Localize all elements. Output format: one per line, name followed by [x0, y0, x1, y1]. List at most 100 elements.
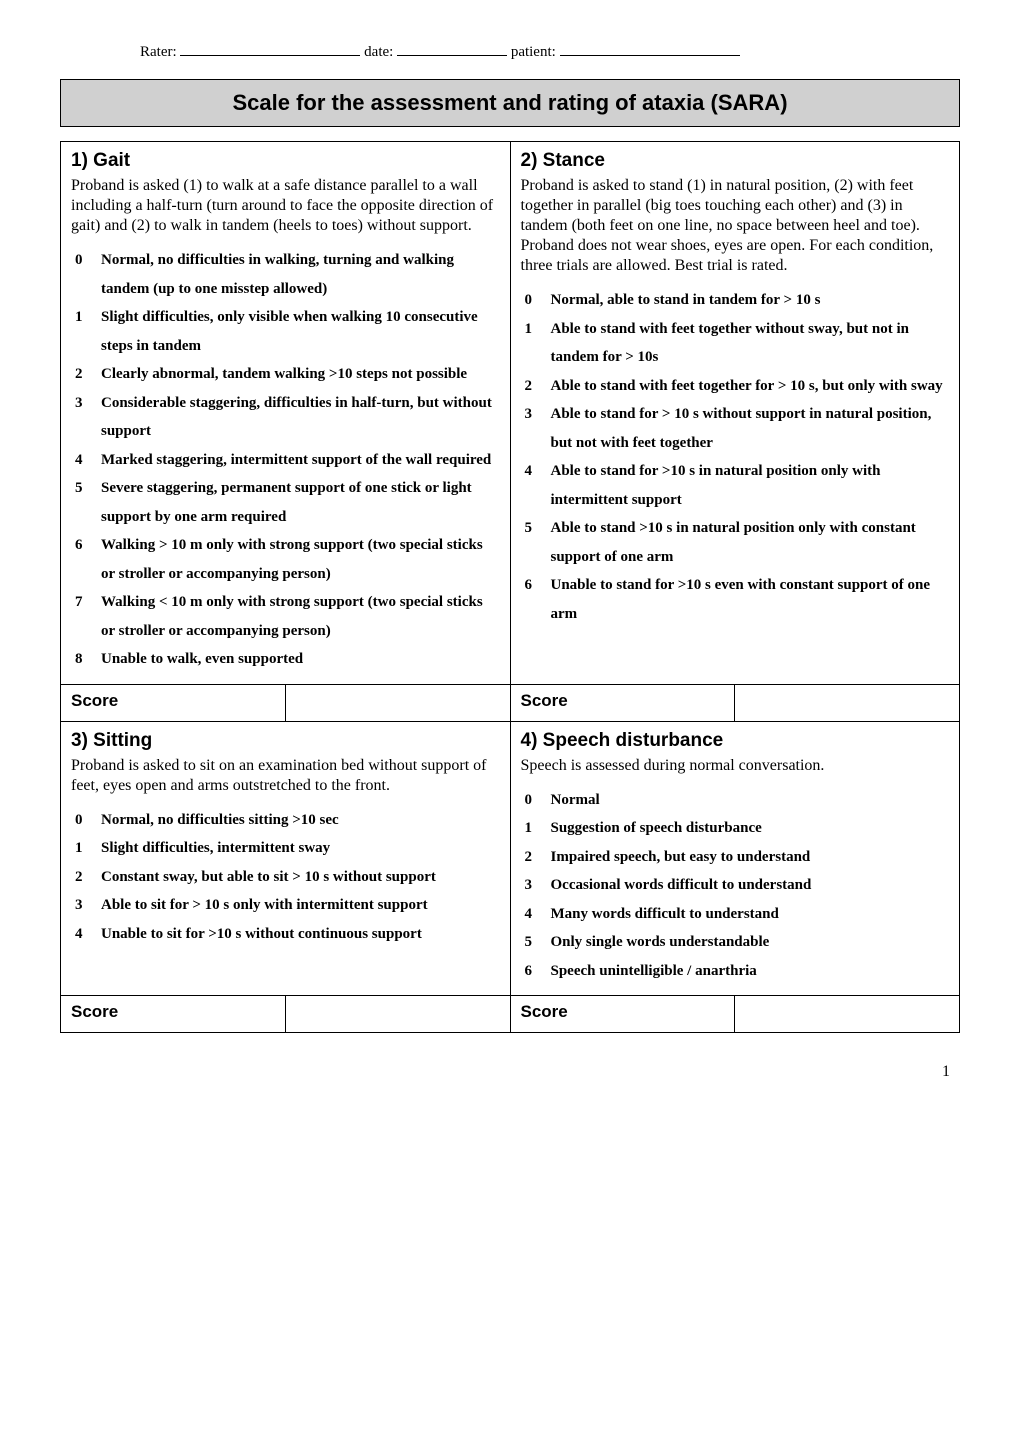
scale-item: 8Unable to walk, even supported [71, 645, 500, 674]
scale-item-number: 2 [521, 843, 551, 872]
sitting-score-cell: Score [61, 996, 286, 1033]
stance-intro: Proband is asked to stand (1) in natural… [521, 176, 950, 276]
scale-item: 2Constant sway, but able to sit > 10 s w… [71, 863, 500, 892]
grid-bottom: 3) Sitting Proband is asked to sit on an… [60, 722, 960, 1034]
speech-intro: Speech is assessed during normal convers… [521, 756, 950, 776]
gait-score-label: Score [71, 691, 118, 710]
scale-item-number: 0 [71, 246, 101, 275]
scale-item-number: 6 [71, 531, 101, 560]
scale-item: 5Severe staggering, permanent support of… [71, 474, 500, 531]
scale-item-text: Speech unintelligible / anarthria [551, 957, 950, 986]
rater-label: Rater: [140, 44, 177, 60]
speech-score-cell: Score [510, 996, 735, 1033]
scale-item-number: 5 [521, 514, 551, 543]
section-gait: 1) Gait Proband is asked (1) to walk at … [61, 142, 511, 685]
stance-heading: 2) Stance [521, 150, 950, 172]
scale-item-text: Constant sway, but able to sit > 10 s wi… [101, 863, 500, 892]
patient-blank[interactable] [560, 40, 740, 56]
scale-item: 6Speech unintelligible / anarthria [521, 957, 950, 986]
scale-item-text: Marked staggering, intermittent support … [101, 446, 500, 475]
scale-item: 4Able to stand for >10 s in natural posi… [521, 457, 950, 514]
scale-item: 0Normal, no difficulties in walking, tur… [71, 246, 500, 303]
section-speech: 4) Speech disturbance Speech is assessed… [510, 722, 960, 996]
scale-item-number: 4 [521, 900, 551, 929]
scale-item: 5Only single words understandable [521, 928, 950, 957]
sitting-score-input[interactable] [285, 996, 510, 1033]
speech-heading: 4) Speech disturbance [521, 730, 950, 752]
scale-item-number: 2 [71, 360, 101, 389]
scale-item-text: Occasional words difficult to understand [551, 871, 950, 900]
scale-item-text: Many words difficult to understand [551, 900, 950, 929]
scale-item-text: Able to sit for > 10 s only with intermi… [101, 891, 500, 920]
scale-item-text: Normal, no difficulties sitting >10 sec [101, 806, 500, 835]
scale-item-number: 7 [71, 588, 101, 617]
scale-item: 4Many words difficult to understand [521, 900, 950, 929]
scale-item-text: Only single words understandable [551, 928, 950, 957]
scale-item-number: 8 [71, 645, 101, 674]
scale-item-number: 5 [521, 928, 551, 957]
scale-item-number: 4 [71, 446, 101, 475]
scale-item-number: 6 [521, 571, 551, 600]
stance-list: 0Normal, able to stand in tandem for > 1… [521, 286, 950, 628]
stance-score-cell: Score [510, 684, 735, 721]
rater-blank[interactable] [180, 40, 360, 56]
scale-item-text: Suggestion of speech disturbance [551, 814, 950, 843]
date-blank[interactable] [397, 40, 507, 56]
scale-item: 3Considerable staggering, difficulties i… [71, 389, 500, 446]
scale-item-text: Normal [551, 786, 950, 815]
scale-item: 1Slight difficulties, intermittent sway [71, 834, 500, 863]
patient-label: patient: [511, 44, 556, 60]
scale-item-text: Impaired speech, but easy to understand [551, 843, 950, 872]
speech-score-input[interactable] [735, 996, 960, 1033]
scale-item-number: 1 [521, 315, 551, 344]
scale-item-text: Walking < 10 m only with strong support … [101, 588, 500, 645]
scale-item: 0Normal [521, 786, 950, 815]
date-label: date: [364, 44, 393, 60]
page-title: Scale for the assessment and rating of a… [61, 90, 959, 116]
gait-score-cell: Score [61, 684, 286, 721]
scale-item: 4Unable to sit for >10 s without continu… [71, 920, 500, 949]
scale-item-number: 5 [71, 474, 101, 503]
scale-item-text: Normal, able to stand in tandem for > 10… [551, 286, 950, 315]
gait-intro: Proband is asked (1) to walk at a safe d… [71, 176, 500, 236]
scale-item-text: Slight difficulties, only visible when w… [101, 303, 500, 360]
grid-top: 1) Gait Proband is asked (1) to walk at … [60, 141, 960, 722]
stance-score-input[interactable] [735, 684, 960, 721]
scale-item-number: 3 [71, 389, 101, 418]
scale-item-text: Severe staggering, permanent support of … [101, 474, 500, 531]
scale-item-number: 0 [71, 806, 101, 835]
scale-item-text: Unable to sit for >10 s without continuo… [101, 920, 500, 949]
scale-item: 6Walking > 10 m only with strong support… [71, 531, 500, 588]
scale-item-text: Able to stand >10 s in natural position … [551, 514, 950, 571]
scale-item-number: 3 [71, 891, 101, 920]
scale-item: 1Able to stand with feet together withou… [521, 315, 950, 372]
scale-item-number: 1 [71, 303, 101, 332]
scale-item-text: Normal, no difficulties in walking, turn… [101, 246, 500, 303]
scale-item-text: Able to stand with feet together for > 1… [551, 372, 950, 401]
section-sitting: 3) Sitting Proband is asked to sit on an… [61, 722, 511, 996]
title-bar: Scale for the assessment and rating of a… [60, 79, 960, 127]
gait-score-input[interactable] [285, 684, 510, 721]
stance-score-label: Score [521, 691, 568, 710]
speech-score-label: Score [521, 1002, 568, 1021]
scale-item-text: Able to stand with feet together without… [551, 315, 950, 372]
scale-item: 3Occasional words difficult to understan… [521, 871, 950, 900]
scale-item-text: Considerable staggering, difficulties in… [101, 389, 500, 446]
scale-item-text: Unable to stand for >10 s even with cons… [551, 571, 950, 628]
scale-item-number: 6 [521, 957, 551, 986]
scale-item-number: 0 [521, 786, 551, 815]
scale-item-number: 3 [521, 400, 551, 429]
scale-item-number: 0 [521, 286, 551, 315]
page-number: 1 [60, 1063, 960, 1081]
speech-list: 0Normal1Suggestion of speech disturbance… [521, 786, 950, 986]
scale-item-number: 2 [521, 372, 551, 401]
scale-item: 6Unable to stand for >10 s even with con… [521, 571, 950, 628]
scale-item-number: 1 [521, 814, 551, 843]
gait-list: 0Normal, no difficulties in walking, tur… [71, 246, 500, 674]
gait-heading: 1) Gait [71, 150, 500, 172]
sitting-heading: 3) Sitting [71, 730, 500, 752]
scale-item: 4Marked staggering, intermittent support… [71, 446, 500, 475]
scale-item-number: 2 [71, 863, 101, 892]
scale-item-text: Able to stand for > 10 s without support… [551, 400, 950, 457]
scale-item-text: Slight difficulties, intermittent sway [101, 834, 500, 863]
